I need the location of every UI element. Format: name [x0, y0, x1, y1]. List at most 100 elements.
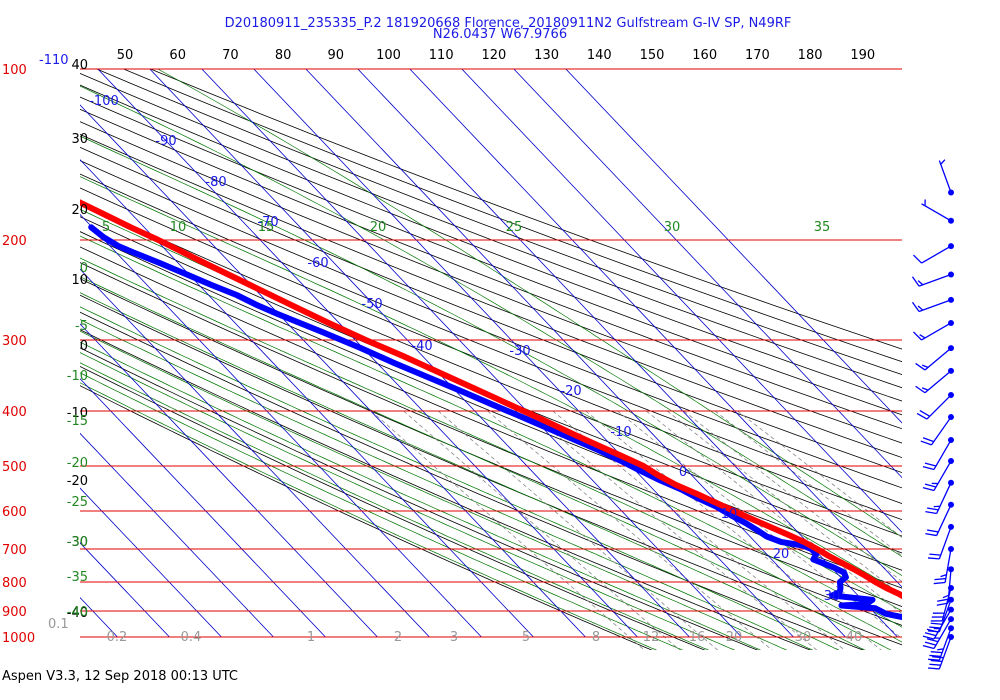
- mixing-ratio-label: 0.2: [107, 630, 128, 645]
- wind-barb-staff: [918, 273, 952, 287]
- wind-barb: [922, 616, 954, 650]
- wind-barb: [927, 625, 954, 661]
- dry-adiabat-label: 20: [71, 203, 88, 218]
- wind-barb-staff: [924, 347, 952, 371]
- wind-barb-feather: [924, 641, 937, 646]
- top-axis-label: 100: [376, 48, 401, 63]
- wind-barb: [911, 296, 954, 313]
- wind-barb-feather: [911, 301, 920, 312]
- dry-adiabat-line: [80, 201, 902, 537]
- mixing-ratio-label: 1: [307, 630, 315, 645]
- isotherm-label: -10: [610, 425, 631, 440]
- mixing-ratio-label: 20: [726, 630, 743, 645]
- wind-barb-staff: [926, 394, 952, 420]
- mixing-ratio-line: [645, 410, 902, 615]
- wind-barb-feather: [924, 462, 937, 467]
- moist-adiabat-line: [80, 319, 814, 650]
- dry-adiabat-line: [80, 311, 864, 650]
- pressure-tick-label: 500: [2, 460, 27, 475]
- chart-title-line2: N26.0437 W67.9766: [432, 27, 568, 42]
- wind-barb-staff: [938, 627, 952, 661]
- mixing-ratio-line: [666, 410, 902, 597]
- top-axis-label: 80: [275, 48, 292, 63]
- wind-barb: [927, 634, 954, 670]
- moist-adiabat-label: -25: [67, 495, 88, 510]
- wind-barb-feather: [922, 465, 935, 471]
- wind-barb-staff: [944, 548, 952, 583]
- wind-barb-feather: [920, 440, 932, 446]
- top-axis-label: 170: [745, 48, 770, 63]
- mixing-ratio-label: 8: [592, 630, 600, 645]
- footer-text: Aspen V3.3, 12 Sep 2018 00:13 UTC: [2, 669, 239, 684]
- axis-labels: 1002003004005006007008009001000-1100.150…: [2, 48, 875, 646]
- isotherm-line: [80, 487, 222, 638]
- wind-barb-feather: [922, 437, 935, 443]
- wind-barb-feather: [925, 532, 937, 537]
- wind-barb-feather: [930, 622, 943, 625]
- mixing-ratio-line: [527, 410, 818, 650]
- top-axis-label: 160: [692, 48, 717, 63]
- sounding-traces: [80, 199, 902, 621]
- wind-barb-staff: [930, 416, 952, 446]
- wind-barb-feather: [924, 483, 937, 488]
- wind-barb-feather: [926, 507, 939, 511]
- isotherm-label: -80: [205, 175, 226, 190]
- dry-adiabat-line: [80, 96, 902, 416]
- wind-barb-feather: [936, 602, 949, 606]
- dry-adiabat-line: [80, 385, 653, 650]
- moist-adiabat-label: -15: [67, 414, 88, 429]
- wind-barb-feather: [911, 276, 920, 287]
- isotherm-label: -30: [509, 344, 530, 359]
- moist-adiabat-label: 5: [102, 220, 110, 235]
- pressure-tick-label: 200: [2, 234, 27, 249]
- wind-barb-staff: [936, 482, 952, 514]
- wind-barb-feather: [927, 667, 940, 670]
- wind-barbs: [911, 159, 954, 670]
- dry-adiabat-line: [80, 246, 902, 589]
- wind-barb-feather: [922, 486, 935, 492]
- top-axis-label: 180: [798, 48, 823, 63]
- moist-adiabat-line: [80, 382, 658, 650]
- dry-adiabat-line: [80, 72, 902, 389]
- top-axis-label: 60: [169, 48, 186, 63]
- wind-barb-feather: [921, 387, 929, 391]
- moist-adiabat-label: -10: [67, 369, 88, 384]
- dry-adiabat-line: [80, 216, 902, 554]
- dry-adiabat-line: [80, 160, 902, 489]
- dry-adiabat-line: [80, 108, 902, 430]
- moist-adiabat-label: 10: [170, 220, 187, 235]
- wind-barb-feather: [932, 656, 944, 659]
- dry-adiabat-line: [149, 69, 902, 350]
- moist-adiabat-label: 25: [506, 220, 523, 235]
- wind-barb-feather: [915, 385, 926, 394]
- top-axis-label: 150: [640, 48, 665, 63]
- dewpoint-trace: [88, 224, 902, 621]
- wind-barb-feather: [924, 632, 937, 637]
- wind-barb-staff: [938, 599, 952, 632]
- isotherm-label: 20: [773, 547, 790, 562]
- isotherm-label: -50: [361, 297, 382, 312]
- wind-barb: [915, 367, 954, 394]
- wind-barb-feather: [927, 658, 940, 661]
- isobars: [80, 68, 902, 638]
- wind-barb: [922, 458, 954, 492]
- wind-barb-feather: [917, 305, 924, 311]
- wind-barb-feather: [934, 577, 946, 581]
- wind-barb: [936, 566, 954, 606]
- mixing-ratio-line: [585, 410, 882, 650]
- top-axis-label: 190: [850, 48, 875, 63]
- wind-barb-feather: [927, 557, 940, 560]
- pressure-tick-label: 600: [2, 505, 27, 520]
- pressure-tick-label: 900: [2, 605, 27, 620]
- wind-barb-staff: [936, 504, 952, 536]
- mixing-ratio-line: [370, 410, 645, 650]
- moist-adiabat-line: [80, 135, 902, 577]
- dry-adiabat-label: -30: [67, 535, 88, 550]
- moist-adiabat-label: -20: [67, 456, 88, 471]
- wind-barb-staff: [938, 160, 952, 193]
- moist-adiabat-line: [80, 372, 684, 650]
- mixing-ratio-label: 3: [450, 630, 458, 645]
- moist-adiabat-label: 30: [664, 220, 681, 235]
- mixing-ratio-label: 0.4: [181, 630, 202, 645]
- wind-barb-feather: [930, 651, 943, 654]
